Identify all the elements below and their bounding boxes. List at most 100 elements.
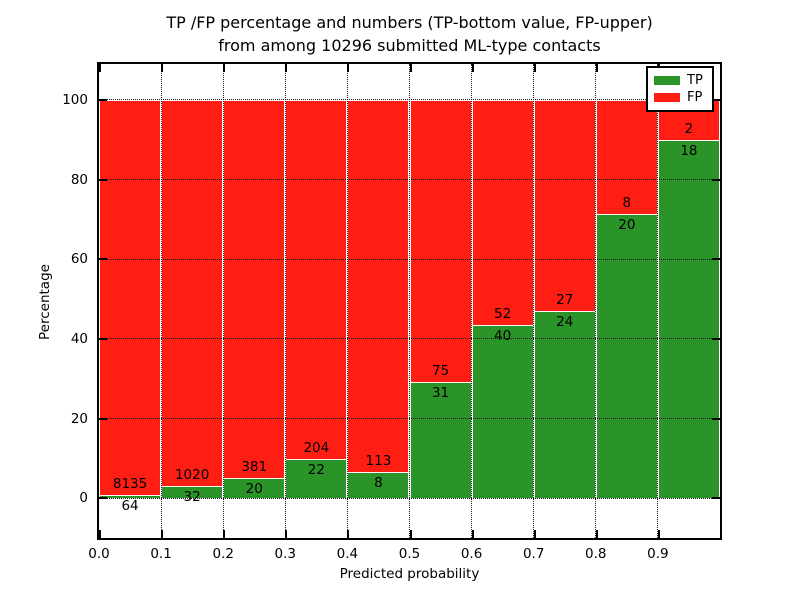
legend-entry: TP xyxy=(654,74,706,87)
x-tick-mark xyxy=(161,64,164,72)
y-tick-label: 40 xyxy=(70,330,88,347)
bar-segment-tp xyxy=(409,381,472,499)
gridline-vertical xyxy=(284,64,286,538)
bar-segment-fp xyxy=(161,99,224,487)
fp-count-label: 75 xyxy=(431,362,450,379)
bar-segment-fp xyxy=(409,99,472,382)
tp-count-label: 40 xyxy=(494,327,512,344)
x-tick-label: 0.0 xyxy=(88,546,110,562)
x-tick-mark xyxy=(285,64,288,72)
chart-title-line2: from among 10296 submitted ML-type conta… xyxy=(218,36,601,56)
bar-segment-tp xyxy=(347,471,410,499)
tp-count-label: 24 xyxy=(556,313,574,330)
bar-segment-fp xyxy=(533,99,596,311)
legend-label: FP xyxy=(687,90,703,105)
x-tick-label: 0.3 xyxy=(274,546,297,562)
x-tick-mark xyxy=(347,530,350,538)
bar-segment-tp xyxy=(471,324,534,499)
tp-count-label: 22 xyxy=(307,462,325,479)
y-tick-mark xyxy=(99,178,107,181)
plot-area: 8135 64 1020 32 381 20 204 22 113 8 75 31 52 40 27 24 8 2… xyxy=(97,62,722,540)
x-tick-label: 0.8 xyxy=(585,546,607,562)
y-tick-label: 100 xyxy=(62,91,88,108)
x-tick-mark xyxy=(409,64,412,72)
gridline-horizontal xyxy=(99,99,720,101)
tp-count-label: 20 xyxy=(245,481,263,498)
tp-count-label: 32 xyxy=(183,489,201,506)
x-tick-mark xyxy=(471,64,474,72)
gridline-vertical xyxy=(409,64,410,538)
bar-segment-fp xyxy=(595,99,658,214)
chart-title-line1: TP /FP percentage and numbers (TP-bottom… xyxy=(166,13,653,32)
x-axis-label: Predicted probability xyxy=(339,566,480,582)
bar-segment-fp xyxy=(285,99,348,460)
bar-segment-tp xyxy=(595,213,658,499)
bar-segment-fp xyxy=(471,99,534,325)
tp-count-label: 8 xyxy=(374,474,383,491)
x-tick-label: 0.9 xyxy=(647,546,669,562)
x-tick-mark xyxy=(347,64,350,72)
y-tick-label: 0 xyxy=(79,490,88,507)
x-tick-mark xyxy=(657,530,660,538)
legend-label: TP xyxy=(687,73,703,88)
bar-segment-tp xyxy=(657,139,720,499)
y-tick-label: 60 xyxy=(70,251,88,268)
y-tick-mark xyxy=(712,337,720,340)
x-tick-mark xyxy=(223,64,226,72)
x-tick-label: 0.1 xyxy=(150,546,172,562)
chart-title: TP /FP percentage and numbers (TP-bottom… xyxy=(97,11,722,57)
fp-count-label: 113 xyxy=(365,452,392,469)
bar-segment-tp xyxy=(161,486,224,499)
tp-count-label: 64 xyxy=(121,498,139,515)
legend-swatch-icon xyxy=(654,93,680,102)
fp-count-label: 8 xyxy=(622,194,632,211)
gridline-vertical xyxy=(595,64,597,538)
fp-count-label: 1020 xyxy=(174,467,210,484)
x-tick-label: 0.5 xyxy=(398,546,421,562)
y-tick-mark xyxy=(99,98,107,101)
bar-segment-tp xyxy=(99,495,162,499)
gridline-vertical xyxy=(222,64,224,538)
x-tick-label: 0.6 xyxy=(460,546,483,562)
gridline-vertical xyxy=(160,64,162,538)
x-tick-label: 0.2 xyxy=(212,546,234,562)
gridline-horizontal xyxy=(99,497,720,499)
y-tick-label: 20 xyxy=(70,410,88,427)
x-tick-mark xyxy=(223,530,226,538)
tp-count-label: 20 xyxy=(618,216,636,233)
gridline-vertical xyxy=(346,64,348,538)
gridline-horizontal xyxy=(99,338,720,340)
fp-count-label: 2 xyxy=(684,120,694,137)
legend-swatch-icon xyxy=(654,76,680,85)
gridline-horizontal xyxy=(99,418,720,419)
bar-segment-fp xyxy=(99,99,162,496)
bar-segment-tp xyxy=(533,310,596,499)
y-tick-label: 80 xyxy=(70,171,88,188)
x-tick-mark xyxy=(99,64,101,72)
y-tick-mark xyxy=(99,337,107,340)
legend-entry: FP xyxy=(654,91,706,104)
x-tick-mark xyxy=(595,64,598,72)
fp-count-label: 204 xyxy=(303,440,330,457)
y-tick-mark xyxy=(712,497,720,500)
x-tick-mark xyxy=(409,530,412,538)
x-tick-mark xyxy=(285,530,288,538)
gridline-vertical xyxy=(471,64,473,538)
gridline-horizontal xyxy=(99,258,720,260)
y-tick-mark xyxy=(99,497,107,500)
tp-count-label: 18 xyxy=(680,142,698,159)
fp-count-label: 381 xyxy=(241,459,268,476)
gridline-vertical xyxy=(657,64,659,538)
y-tick-mark xyxy=(712,417,720,420)
x-tick-mark xyxy=(533,530,536,538)
x-tick-mark xyxy=(99,530,101,538)
x-tick-mark xyxy=(595,530,598,538)
y-axis-label: Percentage xyxy=(37,264,53,340)
gridline-horizontal xyxy=(99,179,720,180)
bar-segment-tp xyxy=(223,478,286,499)
x-tick-label: 0.7 xyxy=(522,546,545,562)
fp-count-label: 8135 xyxy=(112,476,148,493)
gridline-vertical xyxy=(533,64,535,538)
x-tick-mark xyxy=(161,530,164,538)
